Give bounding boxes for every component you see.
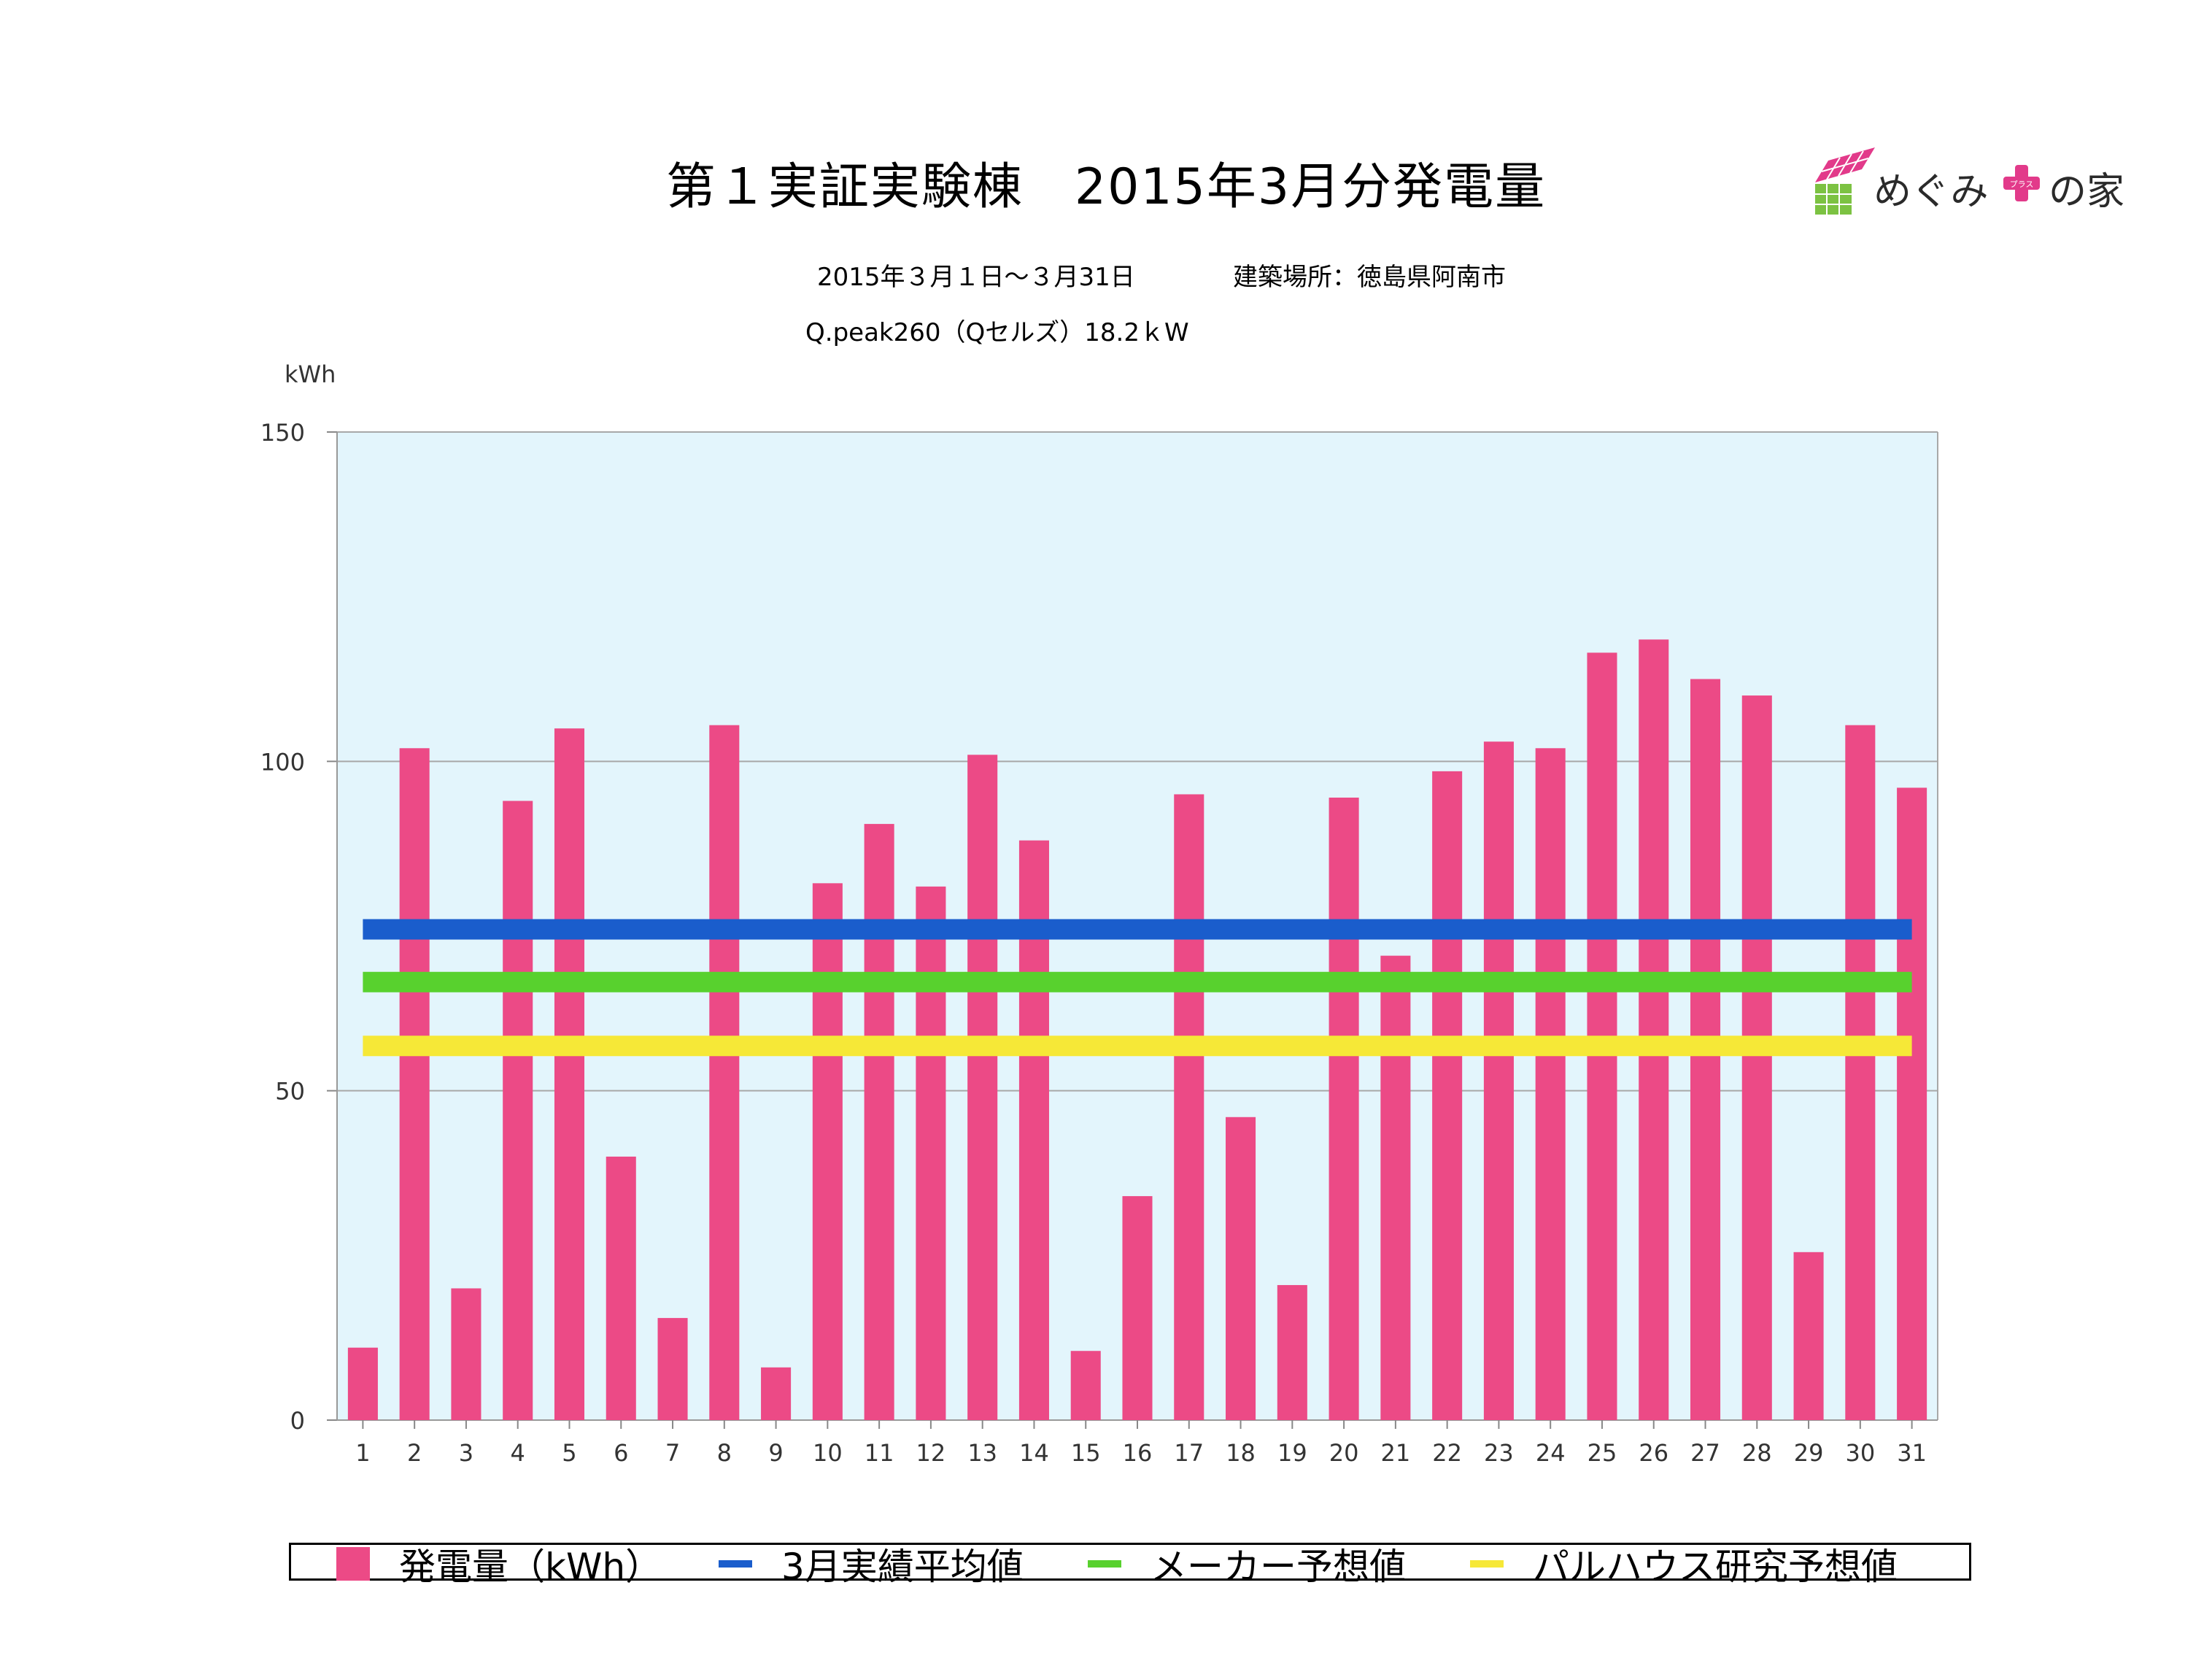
bar <box>1122 1196 1153 1420</box>
x-tick-label: 13 <box>967 1439 997 1467</box>
bar <box>1329 797 1359 1420</box>
bar <box>1483 741 1514 1420</box>
bar <box>709 725 740 1420</box>
x-tick-label: 26 <box>1639 1439 1668 1467</box>
bar <box>1226 1117 1256 1420</box>
bar <box>864 824 894 1420</box>
x-tick-label: 8 <box>717 1439 732 1467</box>
solar-house-icon <box>1815 147 1875 215</box>
logo-text-house: の家 <box>2049 170 2125 214</box>
bar <box>657 1318 688 1420</box>
x-tick-label: 24 <box>1536 1439 1566 1467</box>
bar <box>451 1288 482 1420</box>
legend-item-palhouse: パルハウス研究予想値 <box>1470 1545 1898 1588</box>
y-axis-unit: kWh <box>285 360 336 388</box>
legend-label-maker: メーカー予想値 <box>1151 1546 1406 1588</box>
x-tick-label: 20 <box>1329 1439 1359 1467</box>
legend-item-average: 3月実績平均値 <box>719 1545 1024 1588</box>
x-tick-label: 5 <box>562 1439 576 1467</box>
legend-swatch-average <box>719 1560 752 1568</box>
x-tick-label: 30 <box>1845 1439 1875 1467</box>
bar <box>1432 771 1463 1420</box>
x-tick-label: 11 <box>865 1439 894 1467</box>
bar <box>1793 1252 1824 1420</box>
x-tick-label: 14 <box>1019 1439 1049 1467</box>
bar <box>606 1156 636 1420</box>
bar <box>347 1347 378 1420</box>
x-tick-label: 10 <box>813 1439 843 1467</box>
y-tick-label: 150 <box>260 419 305 447</box>
x-tick-label: 19 <box>1277 1439 1307 1467</box>
plus-icon: プラス <box>2003 165 2040 201</box>
bar <box>1070 1351 1101 1420</box>
bar <box>1277 1284 1307 1420</box>
x-tick-label: 27 <box>1690 1439 1720 1467</box>
x-tick-label: 12 <box>916 1439 946 1467</box>
bar <box>967 755 998 1420</box>
x-tick-label: 23 <box>1484 1439 1514 1467</box>
x-tick-label: 21 <box>1381 1439 1411 1467</box>
system-text: Q.peak260（Qセルズ）18.2ｋW <box>805 318 1189 347</box>
legend-item-maker: メーカー予想値 <box>1088 1545 1406 1588</box>
bar <box>1741 695 1772 1420</box>
legend: 発電量（kWh） 3月実績平均値 メーカー予想値 パルハウス研究予想値 <box>289 1543 1971 1588</box>
y-tick-label: 50 <box>275 1078 305 1106</box>
bar <box>1174 794 1204 1420</box>
legend-item-generation: 発電量（kWh） <box>336 1545 662 1588</box>
legend-label-average: 3月実績平均値 <box>781 1546 1024 1588</box>
x-tick-label: 29 <box>1794 1439 1824 1467</box>
bar <box>1380 955 1411 1420</box>
x-tick-label: 6 <box>614 1439 628 1467</box>
bar <box>1897 787 1927 1420</box>
x-tick-label: 3 <box>459 1439 473 1467</box>
x-tick-label: 22 <box>1432 1439 1462 1467</box>
logo-text: めぐみ <box>1873 170 1989 214</box>
x-tick-label: 9 <box>768 1439 783 1467</box>
bar <box>503 801 533 1420</box>
page-title: 第１実証実験棟 2015年3月分発電量 <box>665 158 1547 216</box>
bar <box>812 883 843 1420</box>
x-tick-label: 25 <box>1588 1439 1617 1467</box>
location-text: 建築場所：徳島県阿南市 <box>1233 263 1506 292</box>
bar <box>554 728 585 1420</box>
bar <box>1639 639 1669 1420</box>
x-tick-label: 16 <box>1123 1439 1153 1467</box>
bar <box>399 748 430 1420</box>
y-tick-label: 0 <box>290 1407 305 1435</box>
bar <box>1845 725 1876 1420</box>
legend-swatch-palhouse <box>1470 1560 1504 1568</box>
x-tick-label: 2 <box>407 1439 422 1467</box>
x-tick-label: 7 <box>665 1439 680 1467</box>
x-tick-label: 4 <box>511 1439 525 1467</box>
bar <box>916 886 946 1420</box>
x-tick-label: 31 <box>1897 1439 1927 1467</box>
legend-label-generation: 発電量（kWh） <box>399 1546 662 1588</box>
legend-swatch-generation <box>336 1547 370 1581</box>
plus-text: プラス <box>2010 180 2034 189</box>
bar <box>1535 748 1566 1420</box>
bar <box>761 1367 792 1420</box>
x-tick-label: 18 <box>1226 1439 1256 1467</box>
x-tick-label: 17 <box>1174 1439 1204 1467</box>
legend-label-palhouse: パルハウス研究予想値 <box>1533 1546 1898 1588</box>
x-tick-label: 15 <box>1071 1439 1101 1467</box>
period-text: 2015年３月１日～３月31日 <box>817 263 1135 292</box>
x-tick-label: 28 <box>1742 1439 1772 1467</box>
logo: めぐみ プラス の家 <box>1808 144 2143 215</box>
y-tick-label: 100 <box>260 748 305 776</box>
x-tick-label: 1 <box>355 1439 370 1467</box>
legend-swatch-maker <box>1088 1560 1121 1568</box>
